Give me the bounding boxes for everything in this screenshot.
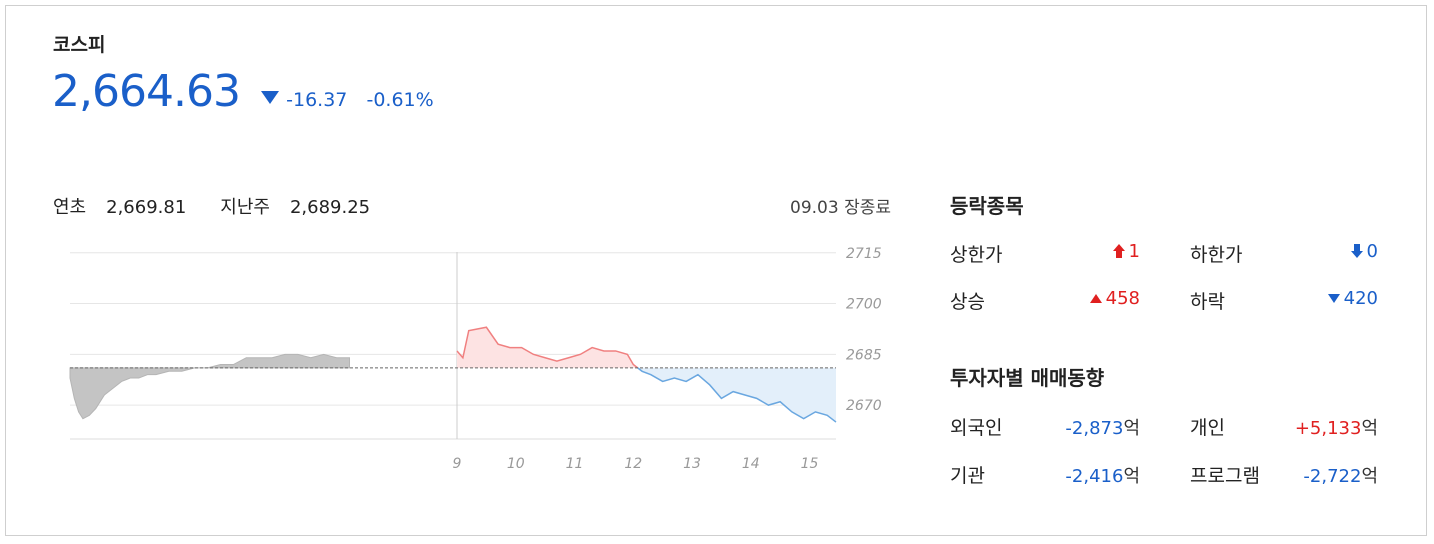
x-tick-label: 11: [566, 456, 584, 472]
y-tick-label: 2670: [846, 398, 882, 414]
investors-title: 투자자별 매매동향: [950, 366, 1105, 390]
upper-limit-label: 상한가: [950, 244, 1003, 266]
index-name[interactable]: 코스피: [53, 34, 106, 56]
program-value: -2,722: [1303, 466, 1362, 487]
upper-limit-value: 1: [1128, 241, 1140, 262]
individual-stat: +5,133억: [1258, 414, 1378, 440]
unit-label: 억: [1361, 418, 1378, 439]
lastweek-value: 2,689.25: [289, 197, 371, 218]
index-change: -16.37: [286, 89, 348, 111]
down-arrow-icon: [261, 91, 280, 104]
program-label: 프로그램: [1190, 465, 1260, 487]
fall-value: 420: [1343, 288, 1378, 309]
price-row: 2,664.63 -16.37 -0.61%: [52, 66, 434, 117]
foreign-stat: -2,873억: [1020, 414, 1140, 440]
institution-value: -2,416: [1065, 466, 1124, 487]
individual-value: +5,133: [1294, 418, 1362, 439]
today-down-area: [637, 367, 836, 423]
unit-label: 억: [1361, 466, 1378, 487]
fall-icon: [1327, 294, 1340, 303]
stats-row: 연초 2,669.81 지난주 2,689.25: [53, 193, 404, 219]
institution-stat: -2,416억: [1020, 462, 1140, 488]
x-axis-labels: 9 10 11 12 13 14 15: [453, 456, 819, 472]
rise-label: 상승: [950, 291, 985, 313]
ytd-label: 연초: [53, 197, 87, 218]
unit-label: 억: [1123, 466, 1140, 487]
x-tick-label: 12: [624, 456, 642, 472]
y-tick-label: 2685: [846, 347, 882, 363]
foreign-value: -2,873: [1065, 418, 1124, 439]
rise-icon: [1089, 294, 1102, 303]
market-status: 09.03 장종료: [790, 193, 891, 218]
market-status-text: 장종료: [844, 198, 891, 218]
x-tick-label: 13: [683, 456, 701, 472]
fall-stat: 420: [1280, 288, 1378, 309]
institution-label: 기관: [950, 465, 985, 487]
intraday-chart: 2715 2700 2685 2670 9 10 11 12 13 14 15: [69, 246, 882, 472]
rise-stat: 458: [1040, 288, 1140, 309]
fall-label: 하락: [1190, 291, 1225, 313]
lower-limit-stat: 0: [1300, 241, 1378, 262]
lower-limit-icon: [1350, 244, 1363, 258]
today-up-line: [456, 326, 639, 369]
y-tick-label: 2715: [846, 246, 882, 262]
today-up-area: [457, 327, 638, 368]
chart-grid: [70, 252, 836, 440]
lastweek-label: 지난주: [220, 197, 270, 218]
y-tick-label: 2700: [846, 297, 882, 313]
program-stat: -2,722억: [1258, 462, 1378, 488]
previous-day-area: [69, 353, 350, 420]
upper-limit-stat: 1: [1060, 241, 1140, 262]
x-tick-label: 10: [507, 456, 525, 472]
lower-limit-label: 하한가: [1190, 244, 1243, 266]
index-card: [5, 5, 1427, 536]
rise-value: 458: [1105, 288, 1140, 309]
breadth-title: 등락종목: [950, 194, 1024, 218]
unit-label: 억: [1123, 418, 1140, 439]
upper-limit-icon: [1112, 244, 1125, 258]
index-price: 2,664.63: [52, 66, 241, 117]
y-axis-labels: 2715 2700 2685 2670: [846, 246, 882, 414]
market-date: 09.03: [790, 198, 839, 218]
ytd-value: 2,669.81: [106, 197, 187, 218]
foreign-label: 외국인: [950, 417, 1003, 439]
individual-label: 개인: [1190, 417, 1225, 439]
lower-limit-value: 0: [1366, 241, 1378, 262]
x-tick-label: 15: [801, 456, 819, 472]
chart-areas: [69, 326, 837, 423]
x-tick-label: 14: [742, 456, 760, 472]
x-tick-label: 9: [453, 456, 462, 472]
index-change-pct: -0.61%: [366, 89, 434, 111]
today-down-line: [637, 367, 837, 423]
